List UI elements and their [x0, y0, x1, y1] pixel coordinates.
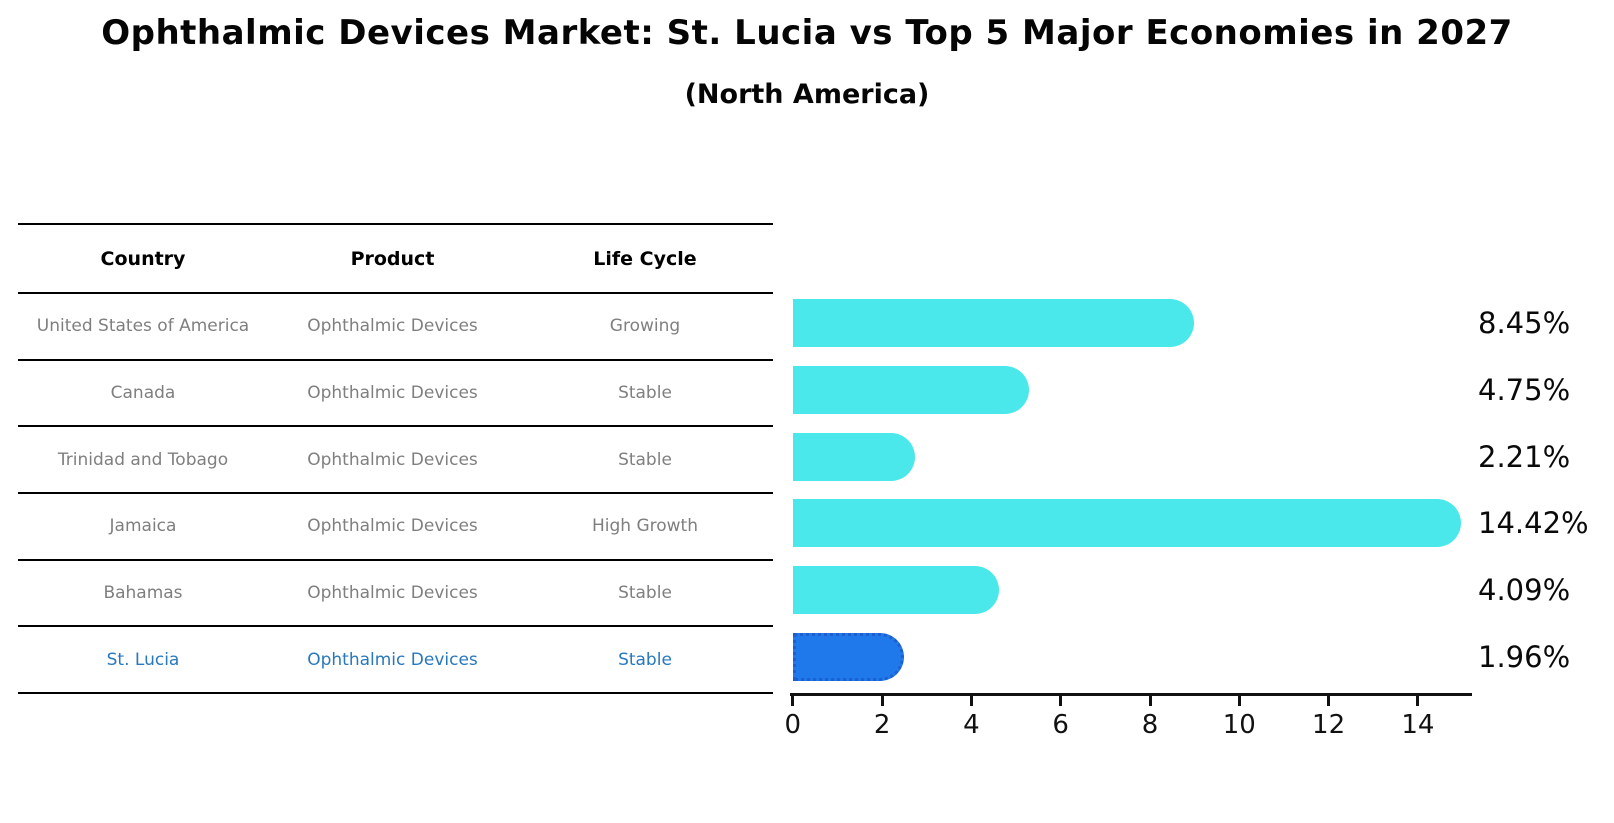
value-label: 2.21% — [1478, 439, 1571, 474]
x-axis-tick — [969, 696, 973, 706]
table-row: Trinidad and Tobago Ophthalmic Devices S… — [18, 427, 773, 495]
chart-title: Ophthalmic Devices Market: St. Lucia vs … — [101, 13, 1513, 53]
life-cycle-cell: Stable — [618, 649, 672, 670]
x-axis-tick — [1416, 696, 1420, 706]
country-cell: Bahamas — [103, 583, 183, 604]
table-header-row: Country Product Life Cycle — [18, 223, 773, 294]
bar — [792, 366, 1029, 415]
bar — [792, 566, 1000, 615]
life-cycle-cell: High Growth — [591, 516, 698, 537]
table-row: Canada Ophthalmic Devices Stable — [18, 361, 773, 428]
country-info-table: Country Product Life Cycle United States… — [18, 223, 773, 695]
x-axis-tick-label: 4 — [963, 710, 980, 740]
column-header-product: Product — [350, 247, 435, 270]
x-axis-tick — [791, 696, 795, 706]
x-axis-tick-label: 10 — [1222, 710, 1256, 740]
product-cell: Ophthalmic Devices — [307, 316, 478, 337]
value-label: 1.96% — [1478, 639, 1571, 674]
x-axis-tick-label: 2 — [873, 710, 891, 740]
x-axis-tick-label: 0 — [784, 710, 802, 740]
x-axis-tick — [1148, 696, 1152, 706]
x-axis-tick — [1237, 696, 1241, 706]
x-axis-tick — [1059, 696, 1063, 706]
x-axis-line — [790, 693, 1472, 696]
x-axis-tick-label: 8 — [1141, 710, 1159, 740]
chart-subtitle: (North America) — [684, 79, 930, 110]
table-row: St. Lucia Ophthalmic Devices Stable — [18, 627, 773, 695]
country-cell: Canada — [110, 383, 176, 404]
life-cycle-cell: Stable — [618, 583, 672, 604]
life-cycle-cell: Stable — [618, 383, 672, 404]
value-label: 8.45% — [1478, 306, 1571, 341]
product-cell: Ophthalmic Devices — [307, 449, 478, 470]
life-cycle-cell: Stable — [618, 449, 672, 470]
x-axis-tick — [1327, 696, 1331, 706]
x-axis-tick-label: 6 — [1052, 710, 1069, 740]
highlight-bar — [792, 632, 905, 681]
value-label: 4.75% — [1478, 373, 1571, 408]
table-row: Jamaica Ophthalmic Devices High Growth — [18, 494, 773, 561]
column-header-country: Country — [100, 247, 186, 270]
x-axis-tick-label: 14 — [1401, 710, 1435, 740]
bar — [792, 499, 1461, 548]
x-axis-tick — [880, 696, 884, 706]
product-cell: Ophthalmic Devices — [307, 649, 478, 670]
value-label: 14.42% — [1478, 506, 1589, 541]
country-cell: United States of America — [36, 316, 250, 337]
table-row: United States of America Ophthalmic Devi… — [18, 294, 773, 361]
country-cell: St. Lucia — [106, 649, 180, 670]
product-cell: Ophthalmic Devices — [307, 516, 478, 537]
product-cell: Ophthalmic Devices — [307, 383, 478, 404]
x-axis-tick-label: 12 — [1312, 710, 1346, 740]
column-header-life-cycle: Life Cycle — [593, 247, 697, 270]
bar — [792, 432, 916, 481]
country-cell: Trinidad and Tobago — [57, 449, 229, 470]
life-cycle-cell: Growing — [609, 316, 681, 337]
value-label: 4.09% — [1478, 573, 1571, 608]
product-cell: Ophthalmic Devices — [307, 583, 478, 604]
table-body: United States of America Ophthalmic Devi… — [18, 294, 773, 695]
country-cell: Jamaica — [109, 516, 177, 537]
bar — [792, 299, 1195, 348]
table-row: Bahamas Ophthalmic Devices Stable — [18, 561, 773, 628]
